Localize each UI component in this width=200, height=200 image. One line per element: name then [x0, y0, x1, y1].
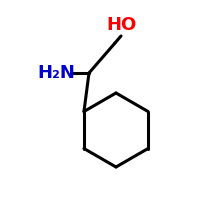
Text: HO: HO — [106, 16, 136, 34]
Text: H₂N: H₂N — [37, 64, 75, 82]
